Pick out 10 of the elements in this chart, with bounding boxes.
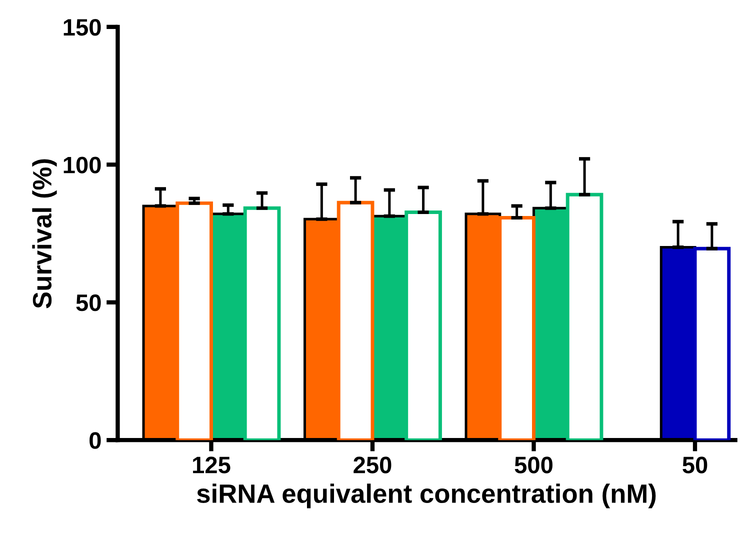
y-axis-title: Survival (%): [32, 159, 57, 308]
y-tick-label: 100: [64, 156, 101, 174]
x-tick-label: 250: [354, 456, 392, 474]
x-tick-label: 125: [193, 456, 230, 474]
x-tick-label: 50: [682, 456, 708, 474]
x-tick-label: 500: [514, 456, 552, 474]
y-tick-label: 150: [64, 18, 101, 36]
y-tick-label: 50: [76, 294, 101, 312]
x-axis-title: siRNA equivalent concentration (nM): [197, 484, 656, 508]
y-tick-label: 0: [90, 432, 101, 449]
